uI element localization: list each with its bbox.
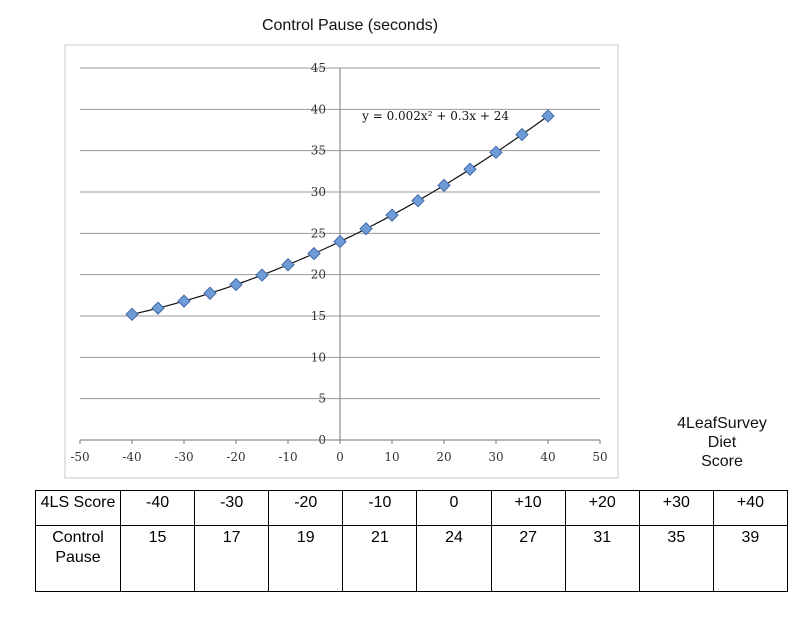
plot-area-border <box>64 44 619 479</box>
x-tick-label: -30 <box>174 450 193 464</box>
trendline-equation: y = 0.002x² + 0.3x + 24 <box>361 109 509 123</box>
y-tick-label: 40 <box>311 102 326 116</box>
data-point <box>411 193 425 208</box>
table-cell: 19 <box>268 525 344 592</box>
table-cell: -30 <box>194 489 270 527</box>
y-tick-label: 10 <box>311 350 326 364</box>
table-row: Control Pause 15 17 19 21 24 27 31 35 39 <box>35 525 789 592</box>
table-cell: 15 <box>119 525 196 592</box>
table-cell: +30 <box>638 489 714 527</box>
x-axis-label: 4LeafSurvey Diet Score <box>666 414 778 471</box>
table-cell: 0 <box>416 489 492 527</box>
data-point <box>229 277 243 292</box>
x-axis-label-line: 4LeafSurvey <box>677 415 767 432</box>
data-point <box>177 294 191 308</box>
y-tick-label: 45 <box>311 61 326 75</box>
data-point <box>125 307 139 322</box>
y-tick-label: 5 <box>318 392 326 406</box>
table-cell: -40 <box>119 489 196 527</box>
table-cell: -20 <box>268 489 344 527</box>
x-tick-label: -40 <box>122 450 141 464</box>
x-tick-label: -10 <box>278 450 297 464</box>
table-cell: 35 <box>638 525 714 592</box>
data-point <box>203 286 217 300</box>
table-row-header: 4LS Score <box>35 489 121 527</box>
x-tick-label: 30 <box>488 450 503 464</box>
table-cell: 24 <box>416 525 492 592</box>
table-cell: -10 <box>342 489 418 527</box>
x-tick-label: 40 <box>540 450 555 464</box>
chart-title: Control Pause (seconds) <box>261 17 439 34</box>
table-cell: 17 <box>194 525 270 592</box>
table-cell: 39 <box>712 525 789 592</box>
x-tick-label: 10 <box>384 450 399 464</box>
table-cell: +10 <box>490 489 566 527</box>
table-cell: 21 <box>342 525 418 592</box>
x-tick-label: 20 <box>436 450 451 464</box>
y-tick-label: 25 <box>311 226 326 240</box>
data-point <box>541 109 555 123</box>
data-point <box>463 162 477 176</box>
x-axis-label-line: Diet <box>707 434 737 451</box>
data-point <box>515 127 529 142</box>
table-cell: +40 <box>712 489 789 527</box>
data-point <box>489 145 503 160</box>
y-tick-label: 30 <box>311 185 326 199</box>
table-cell: +20 <box>564 489 640 527</box>
table-row: 4LS Score -40 -30 -20 -10 0 +10 +20 +30 … <box>35 489 789 527</box>
data-point <box>255 268 269 282</box>
data-point <box>281 258 295 272</box>
table-cell: 31 <box>564 525 640 592</box>
x-tick-label: -50 <box>70 450 89 464</box>
table-row-header: Control Pause <box>35 525 121 592</box>
x-axis-label-line: Score <box>701 453 743 470</box>
data-point <box>307 246 321 261</box>
x-tick-label: 50 <box>592 450 607 464</box>
data-point <box>359 222 373 236</box>
data-point <box>437 178 451 193</box>
y-tick-label: 20 <box>311 268 326 282</box>
x-tick-label: 0 <box>336 450 344 464</box>
score-table: 4LS Score -40 -30 -20 -10 0 +10 +20 +30 … <box>35 489 789 592</box>
table-cell: 27 <box>490 525 566 592</box>
x-tick-label: -20 <box>226 450 245 464</box>
data-point <box>385 208 399 222</box>
y-tick-label: 35 <box>311 144 326 158</box>
data-point <box>333 234 347 249</box>
data-point <box>151 301 165 315</box>
y-tick-label: 15 <box>311 309 326 323</box>
